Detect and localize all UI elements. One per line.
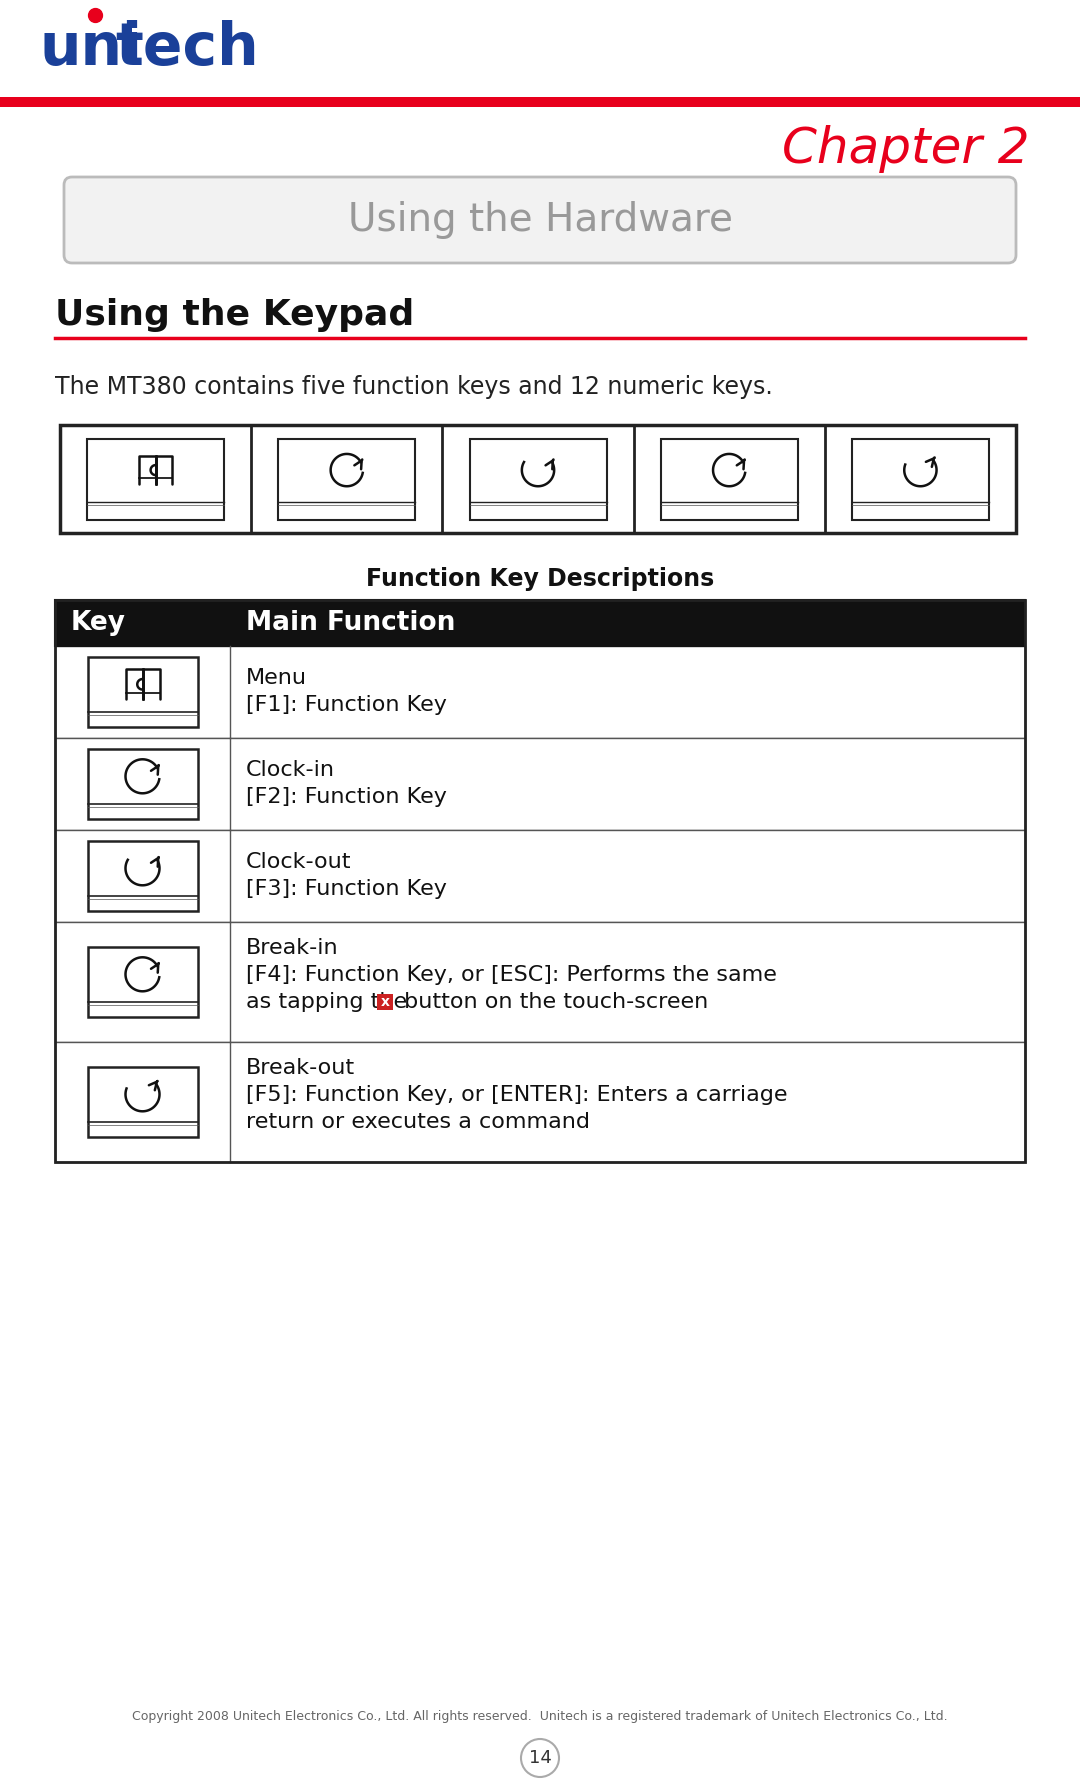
Text: The MT380 contains five function keys and 12 numeric keys.: The MT380 contains five function keys an… xyxy=(55,374,773,399)
Text: [F5]: Function Key, or [ENTER]: Enters a carriage: [F5]: Function Key, or [ENTER]: Enters a… xyxy=(246,1085,787,1105)
Text: [F2]: Function Key: [F2]: Function Key xyxy=(246,788,447,807)
Text: Break-in: Break-in xyxy=(246,937,339,959)
Text: 14: 14 xyxy=(528,1748,552,1768)
Text: Chapter 2: Chapter 2 xyxy=(782,125,1030,173)
Bar xyxy=(87,841,198,911)
Bar xyxy=(55,921,1025,1042)
Text: Function Key Descriptions: Function Key Descriptions xyxy=(366,567,714,592)
Bar xyxy=(55,647,1025,738)
Bar xyxy=(55,1042,1025,1162)
Text: Using the Hardware: Using the Hardware xyxy=(348,201,732,239)
Bar xyxy=(87,438,225,520)
Text: as tapping the: as tapping the xyxy=(246,993,415,1012)
Text: Menu: Menu xyxy=(246,668,307,688)
Text: return or executes a command: return or executes a command xyxy=(246,1112,590,1132)
Text: Break-out: Break-out xyxy=(246,1059,355,1078)
Text: [F1]: Function Key: [F1]: Function Key xyxy=(246,695,447,715)
Bar xyxy=(55,601,1025,1162)
Bar xyxy=(87,748,198,820)
Bar xyxy=(661,438,798,520)
Text: x: x xyxy=(381,994,390,1009)
Bar xyxy=(87,658,198,727)
Bar xyxy=(87,946,198,1018)
Bar xyxy=(852,438,989,520)
Text: Using the Keypad: Using the Keypad xyxy=(55,298,415,331)
Bar xyxy=(55,830,1025,921)
Bar xyxy=(279,438,416,520)
Text: button on the touch-screen: button on the touch-screen xyxy=(397,993,708,1012)
Bar xyxy=(0,96,1080,107)
Text: [F4]: Function Key, or [ESC]: Performs the same: [F4]: Function Key, or [ESC]: Performs t… xyxy=(246,966,777,985)
Text: Copyright 2008 Unitech Electronics Co., Ltd. All rights reserved.  Unitech is a : Copyright 2008 Unitech Electronics Co., … xyxy=(132,1711,948,1723)
Text: uni: uni xyxy=(40,20,143,77)
Text: [F3]: Function Key: [F3]: Function Key xyxy=(246,879,447,898)
Bar xyxy=(0,0,1080,107)
Bar xyxy=(470,438,607,520)
Bar xyxy=(55,601,1025,647)
Bar xyxy=(87,1067,198,1137)
Text: Clock-in: Clock-in xyxy=(246,759,335,781)
Text: Main Function: Main Function xyxy=(246,609,456,636)
Circle shape xyxy=(521,1739,559,1777)
Text: Key: Key xyxy=(71,609,126,636)
Text: Clock-out: Clock-out xyxy=(246,852,351,871)
FancyBboxPatch shape xyxy=(64,176,1016,264)
Bar xyxy=(60,424,1016,533)
Bar xyxy=(377,994,393,1010)
Bar xyxy=(55,738,1025,830)
Text: tech: tech xyxy=(114,20,258,77)
